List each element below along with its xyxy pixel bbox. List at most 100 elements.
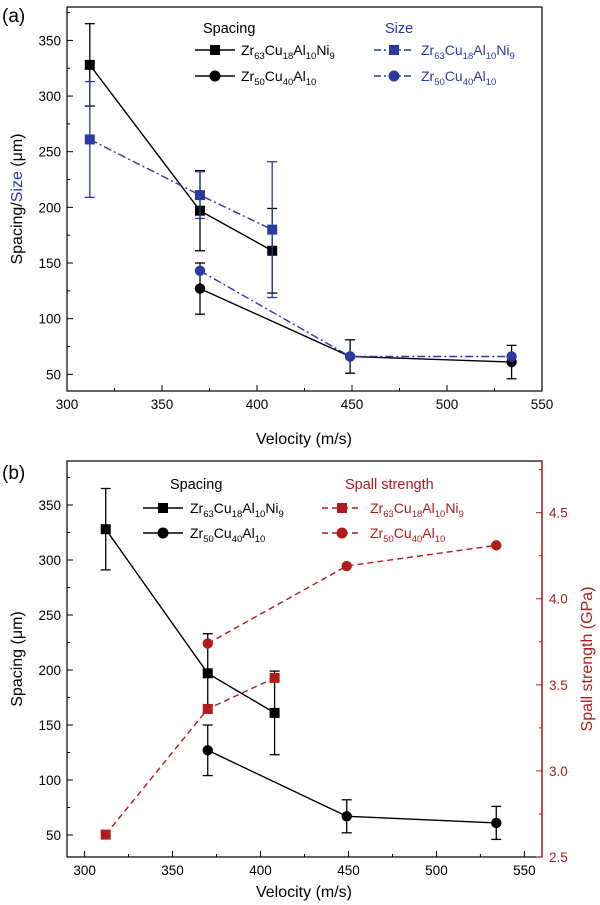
x-tick-label: 450 bbox=[337, 863, 360, 878]
data-point-size-zr50cu40al10 bbox=[506, 351, 517, 362]
legend-header-spall-b: Spall strength bbox=[345, 477, 434, 493]
data-a bbox=[84, 23, 517, 380]
y2-tick-label: 4.0 bbox=[549, 592, 568, 607]
y-tick-label: 150 bbox=[38, 718, 61, 733]
legend-label-spall-zr50cu40al10-b: Zr50Cu40Al10 bbox=[370, 525, 445, 545]
series-line-spacing-zr50cu40al10 bbox=[199, 287, 512, 363]
legend-circle-marker bbox=[157, 527, 169, 539]
y2-tick-label: 3.5 bbox=[549, 678, 568, 693]
y-tick-label: 200 bbox=[38, 663, 61, 678]
y-tick-label: 150 bbox=[38, 256, 61, 271]
y2-tick-label: 3.0 bbox=[549, 764, 568, 779]
data-point-spall-strength-zr63cu18al10ni9 bbox=[100, 829, 111, 840]
x-tick-label: 500 bbox=[436, 397, 459, 412]
ticks-a: 300 350 400 450 500 550 50 100 150 200 250 300 350 bbox=[38, 12, 554, 412]
series-line-spacing-zr63cu18al10ni9 bbox=[89, 64, 273, 252]
legend-label-zr50cu40al10-a: Zr50Cu40Al10 bbox=[241, 68, 316, 88]
x-tick-label: 550 bbox=[531, 397, 554, 412]
legend-label-zr63cu18al10ni9-b: Zr63Cu18Al10Ni9 bbox=[190, 500, 284, 520]
y-tick-label: 300 bbox=[38, 89, 61, 104]
ticks-b: 300 350 400 450 500 550 50 100 150 200 250 300 350 2.… bbox=[38, 469, 568, 878]
data-point-size-zr50cu40al10 bbox=[344, 351, 356, 362]
legend-entry-spacing-zr50-a: Zr50Cu40Al10 bbox=[195, 68, 316, 88]
data-point-size-zr63cu18al10ni9 bbox=[195, 190, 205, 201]
plot-frame-b bbox=[66, 460, 543, 858]
legend-square-marker bbox=[389, 45, 399, 55]
data-point-spacing-zr63cu18al10ni9 bbox=[269, 707, 280, 718]
data-point-spacing-zr63cu18al10ni9 bbox=[84, 59, 95, 70]
y-tick-label: 50 bbox=[46, 367, 61, 382]
legend-label-zr50cu40al10-b: Zr50Cu40Al10 bbox=[190, 525, 265, 545]
legend-circle-marker bbox=[209, 70, 221, 82]
legend-entry-spall-zr63-b: Zr63Cu18Al10Ni9 bbox=[322, 500, 464, 520]
legend-b: Spacing Spall strength Zr63Cu18Al10Ni9 Z… bbox=[143, 477, 464, 545]
series-line-size-zr50cu40al10 bbox=[199, 270, 512, 358]
y-tick-label: 350 bbox=[38, 498, 61, 513]
panel-a: (a) 300 350 400 450 500 550501001502002503003… bbox=[2, 6, 553, 448]
legend-label-spall-zr63cu18al10ni9-b: Zr63Cu18Al10Ni9 bbox=[370, 500, 464, 520]
x-tick-label: 350 bbox=[161, 863, 184, 878]
legend-entry-spacing-zr63-a: Zr63Cu18Al10Ni9 bbox=[195, 42, 335, 62]
legend-entry-spacing-zr63-b: Zr63Cu18Al10Ni9 bbox=[143, 500, 284, 520]
legend-header-size-a: Size bbox=[385, 21, 413, 37]
data-point-spall-strength-zr50cu40al10 bbox=[341, 560, 352, 572]
legend-square-marker bbox=[337, 503, 347, 513]
x-tick-label: 450 bbox=[341, 397, 364, 412]
data-point-spacing-zr50cu40al10 bbox=[194, 283, 206, 294]
y2-axis-label-b: Spall strength (GPa) bbox=[579, 587, 596, 732]
y-tick-label: 250 bbox=[38, 145, 61, 160]
data-point-size-zr63cu18al10ni9 bbox=[267, 224, 278, 235]
data-point-spacing-zr50cu40al10 bbox=[341, 811, 352, 822]
y-tick-label: 350 bbox=[38, 33, 61, 48]
legend-circle-marker bbox=[388, 70, 400, 82]
y-axis-label-a: Spacing/Size (μm) bbox=[9, 133, 26, 264]
legend-square-marker bbox=[210, 45, 220, 55]
y-tick-label: 200 bbox=[38, 200, 61, 215]
x-axis-label-b: Velocity (m/s) bbox=[256, 884, 352, 901]
x-tick-label: 300 bbox=[56, 397, 79, 412]
data-b bbox=[100, 487, 502, 841]
x-tick-label: 550 bbox=[513, 863, 536, 878]
legend-entry-size-zr63-a: Zr63Cu18Al10Ni9 bbox=[374, 42, 515, 62]
y-tick-label: 100 bbox=[38, 312, 61, 327]
panel-label-b: (b) bbox=[2, 463, 25, 484]
legend-label-zr63cu18al10ni9-a: Zr63Cu18Al10Ni9 bbox=[241, 42, 335, 62]
y2-tick-label: 4.5 bbox=[549, 506, 568, 521]
series-line-spall-strength-zr63cu18al10ni9 bbox=[105, 677, 275, 836]
x-tick-label: 300 bbox=[73, 863, 96, 878]
legend-label-size-zr63cu18al10ni9-a: Zr63Cu18Al10Ni9 bbox=[421, 42, 515, 62]
legend-label-size-zr50cu40al10-a: Zr50Cu40Al10 bbox=[421, 68, 496, 88]
legend-entry-spacing-zr50-b: Zr50Cu40Al10 bbox=[143, 525, 265, 545]
y-tick-label: 250 bbox=[38, 608, 61, 623]
y-tick-label: 300 bbox=[38, 553, 61, 568]
data-point-spacing-zr63cu18al10ni9 bbox=[100, 524, 111, 535]
data-point-spall-strength-zr63cu18al10ni9 bbox=[269, 672, 280, 683]
y-tick-label: 50 bbox=[46, 828, 61, 843]
y-tick-label: 100 bbox=[38, 773, 61, 788]
legend-circle-marker bbox=[336, 527, 348, 539]
x-tick-label: 400 bbox=[246, 397, 269, 412]
legend-entry-spall-zr50-b: Zr50Cu40Al10 bbox=[322, 525, 445, 545]
data-point-spacing-zr50cu40al10 bbox=[491, 817, 502, 829]
x-tick-label: 350 bbox=[151, 397, 174, 412]
panel-label-a: (a) bbox=[2, 6, 25, 27]
data-point-spall-strength-zr50cu40al10 bbox=[202, 638, 213, 649]
x-axis-label-a: Velocity (m/s) bbox=[256, 431, 352, 448]
legend-header-spacing-a: Spacing bbox=[203, 21, 255, 37]
legend-a: Spacing Size Zr63Cu18Al10Ni9 Zr50Cu40Al1… bbox=[195, 21, 515, 88]
legend-square-marker bbox=[158, 503, 168, 513]
plot-frame-a bbox=[66, 6, 543, 392]
series-line-spacing-zr50cu40al10 bbox=[207, 749, 497, 824]
legend-entry-size-zr50-a: Zr50Cu40Al10 bbox=[374, 68, 496, 88]
data-point-spacing-zr50cu40al10 bbox=[202, 745, 213, 756]
panel-b: (b) 300 350 400 450 500 550 50 100 150 200 250 300 3… bbox=[2, 460, 596, 901]
data-point-size-zr50cu40al10 bbox=[194, 265, 206, 276]
data-point-spacing-zr63cu18al10ni9 bbox=[202, 668, 213, 679]
data-point-spall-strength-zr50cu40al10 bbox=[491, 540, 502, 551]
x-tick-label: 400 bbox=[249, 863, 272, 878]
x-tick-label: 500 bbox=[425, 863, 448, 878]
series-line-spacing-zr63cu18al10ni9 bbox=[105, 528, 275, 714]
series-line-spall-strength-zr50cu40al10 bbox=[207, 544, 497, 645]
data-point-size-zr63cu18al10ni9 bbox=[84, 134, 95, 145]
